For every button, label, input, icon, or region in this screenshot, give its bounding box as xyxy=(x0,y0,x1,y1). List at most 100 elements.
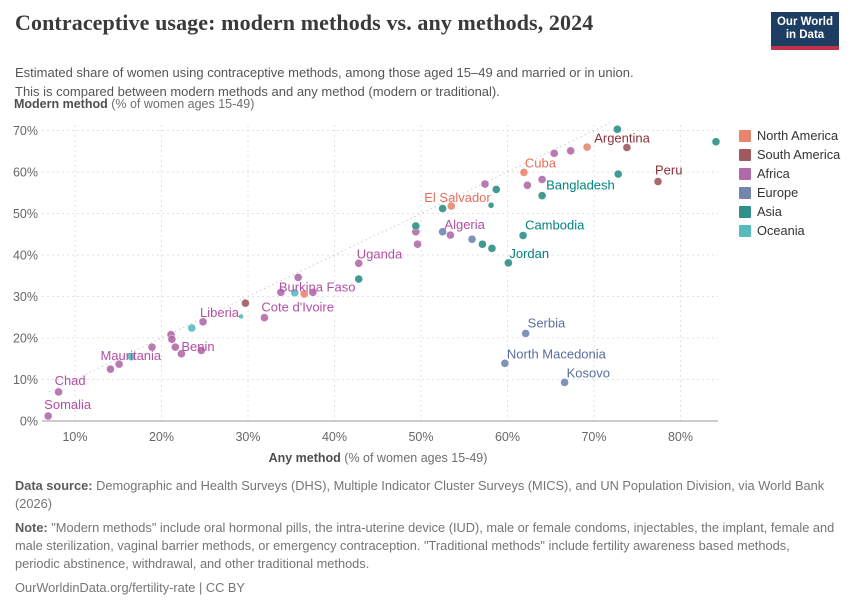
country-label: Chad xyxy=(55,373,86,388)
legend-swatch xyxy=(739,148,751,161)
data-point[interactable] xyxy=(467,235,477,244)
data-point[interactable] xyxy=(478,240,487,249)
data-point-kosovo[interactable] xyxy=(560,378,569,387)
data-source-line: Data source: Demographic and Health Surv… xyxy=(15,477,837,512)
y-tick-label: 0% xyxy=(20,415,38,429)
country-label: Bangladesh xyxy=(546,178,615,193)
legend-item-asia[interactable]: Asia xyxy=(739,202,840,221)
country-label: Peru xyxy=(655,163,682,178)
data-point[interactable] xyxy=(354,274,363,284)
scatter-plot[interactable]: 0% 10% 20% 30% 40% 50% 60% 70% 10% 20% 30% 40% 50% 60… xyxy=(0,115,850,467)
data-point-mauritania[interactable] xyxy=(106,364,115,374)
data-point[interactable] xyxy=(290,288,299,297)
data-point[interactable] xyxy=(438,227,447,236)
country-label: Algeria xyxy=(444,217,485,232)
y-axis-title: Modern method (% of women ages 15-49) xyxy=(14,97,254,111)
note-text: "Modern methods" include oral hormonal p… xyxy=(15,520,835,571)
legend-label: Oceania xyxy=(757,223,805,238)
legend-item-south-america[interactable]: South America xyxy=(739,145,840,164)
data-point[interactable] xyxy=(187,323,196,333)
data-point[interactable] xyxy=(487,244,497,253)
data-point[interactable] xyxy=(300,289,309,299)
y-axis-title-rest: (% of women ages 15-49) xyxy=(107,97,255,111)
data-point[interactable] xyxy=(197,346,206,355)
data-point[interactable] xyxy=(550,149,559,158)
data-point[interactable] xyxy=(566,146,575,156)
data-source-label: Data source: xyxy=(15,478,93,493)
subtitle-line-2: This is compared between modern methods … xyxy=(15,83,500,99)
legend-label: Asia xyxy=(757,204,782,219)
data-point[interactable] xyxy=(613,125,622,134)
data-point[interactable] xyxy=(487,201,495,209)
data-source-text: Demographic and Health Surveys (DHS), Mu… xyxy=(15,478,825,511)
data-point-cote-d-ivoire[interactable] xyxy=(260,313,269,322)
legend-item-oceania[interactable]: Oceania xyxy=(739,221,840,240)
y-tick-label: 20% xyxy=(13,332,38,346)
legend-item-africa[interactable]: Africa xyxy=(739,164,840,183)
data-point-liberia[interactable] xyxy=(198,317,208,327)
country-label: Mauritania xyxy=(100,348,161,363)
data-point[interactable] xyxy=(276,288,286,297)
x-tick-label: 60% xyxy=(495,430,520,444)
data-point-cambodia[interactable] xyxy=(518,231,528,240)
country-label: Kosovo xyxy=(567,365,610,380)
legend-label: Europe xyxy=(757,185,799,200)
country-label: Serbia xyxy=(528,315,566,330)
data-point-chad[interactable] xyxy=(54,387,63,397)
x-tick-label: 50% xyxy=(408,430,433,444)
data-point[interactable] xyxy=(438,204,447,213)
data-point-serbia[interactable] xyxy=(521,329,530,338)
data-point[interactable] xyxy=(167,335,177,344)
logo-line2: in Data xyxy=(785,29,825,41)
data-point[interactable] xyxy=(582,142,592,152)
data-point[interactable] xyxy=(523,181,532,190)
data-point-north-macedonia[interactable] xyxy=(500,359,510,368)
data-point[interactable] xyxy=(147,342,157,352)
note-label: Note: xyxy=(15,520,48,536)
data-point[interactable] xyxy=(238,313,244,320)
data-point[interactable] xyxy=(492,185,501,194)
country-label: Cambodia xyxy=(525,217,585,232)
data-point[interactable] xyxy=(411,221,421,231)
data-point-argentina[interactable] xyxy=(622,143,632,152)
data-point-peru[interactable] xyxy=(653,177,663,186)
data-point[interactable] xyxy=(537,175,547,184)
legend-swatch xyxy=(739,205,751,218)
y-axis-title-bold: Modern method xyxy=(14,97,108,111)
chart-subtitle: Estimated share of women using contracep… xyxy=(15,64,795,102)
data-point[interactable] xyxy=(480,179,490,189)
data-point[interactable] xyxy=(114,359,124,369)
data-point[interactable] xyxy=(241,298,250,308)
country-label: North Macedonia xyxy=(507,346,607,361)
data-point-jordan[interactable] xyxy=(504,258,513,268)
country-label: Somalia xyxy=(44,397,92,412)
data-point-cuba[interactable] xyxy=(519,168,529,177)
x-tick-label: 20% xyxy=(149,430,174,444)
y-tick-label: 70% xyxy=(13,124,38,138)
legend-item-europe[interactable]: Europe xyxy=(739,183,840,202)
data-point[interactable] xyxy=(614,169,623,179)
y-tick-label: 10% xyxy=(13,373,38,387)
data-point[interactable] xyxy=(711,137,721,146)
data-point-somalia[interactable] xyxy=(43,411,53,421)
data-point-benin[interactable] xyxy=(171,342,180,352)
data-point-el-salvador[interactable] xyxy=(447,201,456,211)
data-point[interactable] xyxy=(127,352,136,361)
data-point-algeria[interactable] xyxy=(446,230,455,240)
citation-link[interactable]: OurWorldinData.org/fertility-rate | CC B… xyxy=(15,580,245,596)
chart-footer: Data source: Demographic and Health Surv… xyxy=(15,477,837,600)
data-point[interactable] xyxy=(308,288,318,297)
legend-item-north-america[interactable]: North America xyxy=(739,126,840,145)
data-point[interactable] xyxy=(413,240,422,249)
x-tick-label: 40% xyxy=(322,430,347,444)
data-point[interactable] xyxy=(177,349,186,358)
data-point-burkina-faso[interactable] xyxy=(293,273,303,282)
legend-swatch xyxy=(739,186,751,199)
x-tick-label: 30% xyxy=(235,430,260,444)
data-point-bangladesh[interactable] xyxy=(537,191,547,200)
page-title: Contraceptive usage: modern methods vs. … xyxy=(15,10,594,35)
data-point-uganda[interactable] xyxy=(354,259,363,268)
legend-swatch xyxy=(739,129,751,142)
owid-logo[interactable]: Our World in Data xyxy=(771,12,839,50)
country-label: Benin xyxy=(181,339,214,354)
